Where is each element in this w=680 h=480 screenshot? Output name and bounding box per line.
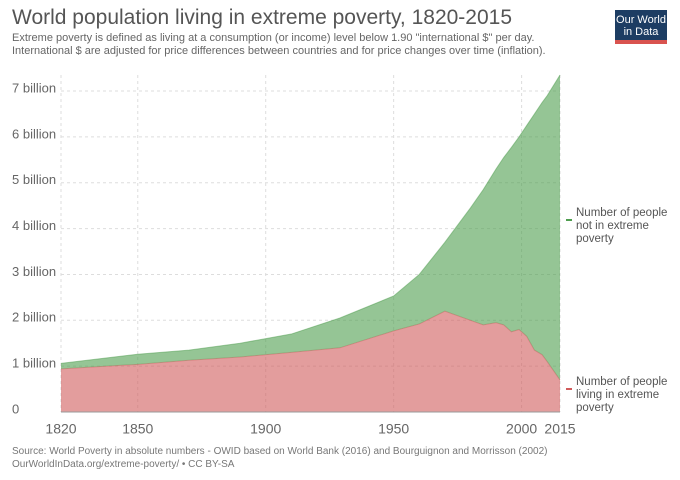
legend-swatch (566, 387, 572, 390)
x-tick-label: 2015 (544, 421, 575, 437)
subtitle: International $ are adjusted for price d… (12, 45, 546, 57)
legend-swatch (566, 219, 572, 222)
subtitle: Extreme poverty is defined as living at … (12, 32, 535, 44)
legend-entry[interactable]: Number of people living in extreme pover… (566, 376, 676, 415)
y-tick-label: 1 billion (12, 356, 56, 371)
legend-label: Number of people not in extreme poverty (576, 207, 668, 246)
source: Source: World Poverty in absolute number… (12, 446, 548, 457)
x-tick-label: 1820 (45, 421, 76, 437)
y-tick-label: 4 billion (12, 218, 56, 233)
x-tick-label: 2000 (506, 421, 537, 437)
x-tick-label: 1950 (378, 421, 409, 437)
x-tick-label: 1850 (122, 421, 153, 437)
area-edge (60, 74, 561, 364)
logo[interactable]: Our World in Data (615, 10, 667, 44)
chart-title: World population living in extreme pover… (12, 6, 513, 29)
y-tick-label: 5 billion (12, 172, 56, 187)
area (61, 311, 560, 412)
y-tick-label: 0 (12, 401, 19, 416)
y-tick-label: 7 billion (12, 80, 56, 95)
y-tick-label: 6 billion (12, 126, 56, 141)
legend-label: Number of people living in extreme pover… (576, 375, 668, 414)
y-tick-label: 2 billion (12, 310, 56, 325)
legend-entry[interactable]: Number of people not in extreme poverty (566, 207, 676, 246)
y-tick-label: 3 billion (12, 264, 56, 279)
x-tick-label: 1900 (250, 421, 281, 437)
area (61, 75, 560, 380)
source: OurWorldInData.org/extreme-poverty/ • CC… (12, 459, 235, 470)
